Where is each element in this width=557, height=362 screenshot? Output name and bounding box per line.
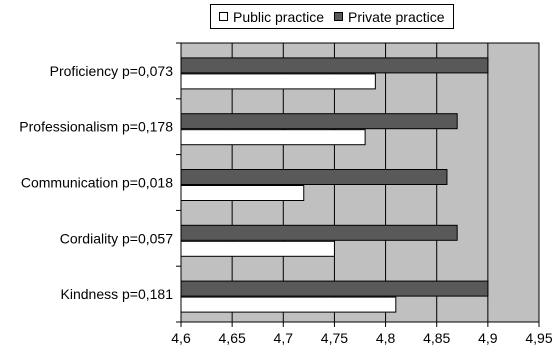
category-label: Cordiality p=0,057 <box>60 230 173 246</box>
bar-public <box>180 185 305 201</box>
bar-public <box>180 296 397 313</box>
chart-legend: Public practice Private practice <box>210 4 454 29</box>
category-label: Communication p=0,018 <box>21 175 173 191</box>
legend-label-public: Public practice <box>233 8 325 25</box>
legend-item-private: Private practice <box>334 8 445 25</box>
legend-label-private: Private practice <box>348 8 445 25</box>
bar-private <box>180 113 458 130</box>
x-tick-label: 4,85 <box>423 330 450 346</box>
x-tick-label: 4,6 <box>171 330 191 346</box>
x-tick-label: 4,9 <box>478 330 498 346</box>
x-tick-label: 4,95 <box>525 330 552 346</box>
bar-public <box>180 129 366 146</box>
x-tick-label: 4,65 <box>219 330 246 346</box>
legend-swatch-private <box>334 12 344 21</box>
x-tick-label: 4,75 <box>321 330 348 346</box>
bar-private <box>180 169 448 185</box>
bar-private <box>180 224 458 241</box>
legend-item-public: Public practice <box>219 9 324 25</box>
category-label: Kindness p=0,181 <box>61 286 174 302</box>
category-label: Professionalism p=0,178 <box>19 119 173 135</box>
bar-private <box>180 280 489 297</box>
category-label: Proficiency p=0,073 <box>50 63 174 79</box>
bar-public <box>180 73 376 90</box>
x-tick-label: 4,7 <box>274 330 294 346</box>
legend-swatch-public <box>219 12 228 21</box>
bar-private <box>180 57 489 74</box>
bar-public <box>180 240 335 257</box>
x-tick-label: 4,8 <box>376 330 396 346</box>
